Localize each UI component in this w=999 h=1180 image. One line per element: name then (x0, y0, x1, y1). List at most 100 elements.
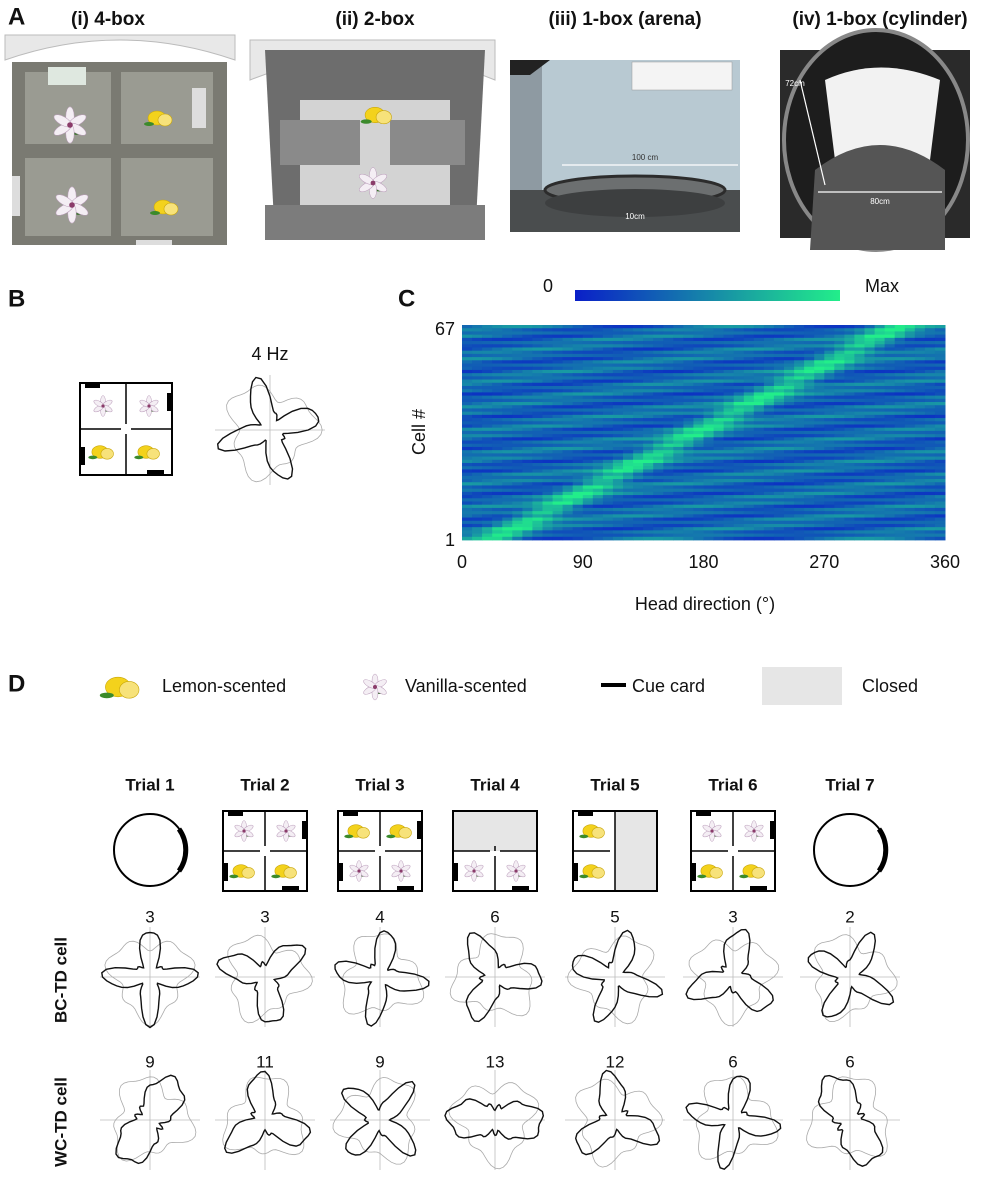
heatmap-cell (743, 434, 755, 438)
heatmap-cell (612, 427, 624, 432)
heatmap-cell (854, 341, 865, 345)
heatmap-cell (753, 501, 765, 506)
heatmap-cell (703, 430, 715, 435)
heatmap-cell (834, 424, 845, 429)
heatmap-cell (683, 440, 694, 445)
heatmap-cell (884, 511, 896, 515)
colorbar-label: 0 (543, 276, 553, 296)
heatmap-cell (743, 392, 755, 396)
heatmap-cell (683, 363, 694, 368)
heatmap-cell (572, 331, 584, 336)
heatmap-cell (462, 523, 473, 528)
heatmap-cell (824, 475, 835, 480)
heatmap-cell (492, 453, 503, 457)
closed-area (615, 812, 656, 890)
heatmap-cell (854, 520, 865, 525)
heatmap-cell (643, 366, 654, 371)
heatmap-cell (824, 411, 835, 416)
heatmap-cell (864, 353, 876, 358)
lemon-icon (100, 448, 114, 460)
dimension-label: 72cm (785, 79, 805, 88)
heatmap-cell (824, 520, 835, 525)
heatmap-cell (592, 337, 604, 342)
heatmap-cell (874, 520, 886, 525)
polar-firing (807, 931, 895, 1018)
heatmap-cell (723, 353, 735, 358)
heatmap-cell (482, 482, 493, 486)
heatmap-cell (834, 334, 845, 339)
heatmap-cell (663, 418, 674, 422)
heatmap-cell (602, 418, 614, 422)
heatmap-cell (824, 328, 835, 332)
heatmap-cell (512, 337, 523, 342)
heatmap-cell (482, 424, 493, 429)
flower-center (370, 180, 376, 186)
heatmap-cell (623, 363, 634, 368)
leaf-icon (150, 211, 160, 215)
heatmap-cell (472, 450, 483, 454)
heatmap-cell (834, 398, 845, 403)
heatmap-cell (924, 446, 936, 451)
heatmap-cell (854, 437, 865, 441)
heatmap-cell (914, 421, 926, 425)
heatmap-cell (653, 379, 664, 384)
heatmap-cell (733, 414, 745, 419)
heatmap-cell (482, 495, 493, 499)
heatmap-cell (794, 520, 805, 525)
heatmap-cell (542, 450, 554, 454)
heatmap-cell (864, 456, 876, 461)
heatmap-cell (824, 334, 835, 339)
heatmap-cell (582, 434, 594, 438)
heatmap-cell (894, 360, 906, 364)
heatmap-cell (673, 389, 684, 393)
heatmap-cell (884, 495, 896, 499)
heatmap-cell (703, 402, 715, 406)
heatmap-cell (834, 357, 845, 361)
heatmap-cell (572, 536, 584, 541)
heatmap-cell (592, 424, 604, 429)
heatmap-cell (482, 527, 493, 531)
heatmap-cell (683, 523, 694, 528)
heatmap-cell (472, 385, 483, 390)
heatmap-cell (582, 344, 594, 348)
lemon-icon (398, 827, 412, 839)
heatmap-cell (472, 337, 483, 342)
heatmap-cell (773, 357, 785, 361)
heatmap-cell (472, 514, 483, 518)
heatmap-cell (502, 427, 513, 432)
heatmap-cell (824, 350, 835, 355)
heatmap-cell (582, 363, 594, 368)
heatmap-cell (864, 341, 876, 345)
heatmap-cell (723, 485, 735, 490)
heatmap-cell (773, 466, 785, 470)
heatmap-cell (884, 357, 896, 361)
heatmap-cell (874, 527, 886, 531)
heatmap-cell (612, 504, 624, 509)
heatmap-cell (683, 482, 694, 486)
heatmap-cell (552, 517, 564, 522)
heatmap-cell (592, 405, 604, 409)
heatmap-cell (874, 344, 886, 348)
heatmap-cell (924, 369, 936, 374)
heatmap-cell (693, 347, 704, 352)
heatmap-cell (482, 353, 493, 358)
heatmap-cell (492, 369, 503, 374)
heatmap-cell (894, 398, 906, 403)
heatmap-cell (844, 395, 855, 400)
heatmap-cell (683, 453, 694, 457)
heatmap-cell (934, 504, 946, 509)
peak-rate: 6 (845, 1052, 854, 1071)
heatmap-cell (582, 482, 594, 486)
heatmap-cell (552, 347, 564, 352)
heatmap-cell (844, 408, 855, 413)
heatmap-cell (663, 450, 674, 454)
heatmap-cell (743, 479, 755, 483)
heatmap-cell (914, 414, 926, 419)
heatmap-cell (703, 472, 715, 477)
heatmap-cell (894, 527, 906, 531)
heatmap-cell (824, 360, 835, 364)
heatmap-cell (512, 466, 523, 470)
heatmap-cell (663, 363, 674, 368)
heatmap-cell (713, 456, 725, 461)
heatmap-cell (864, 366, 876, 371)
